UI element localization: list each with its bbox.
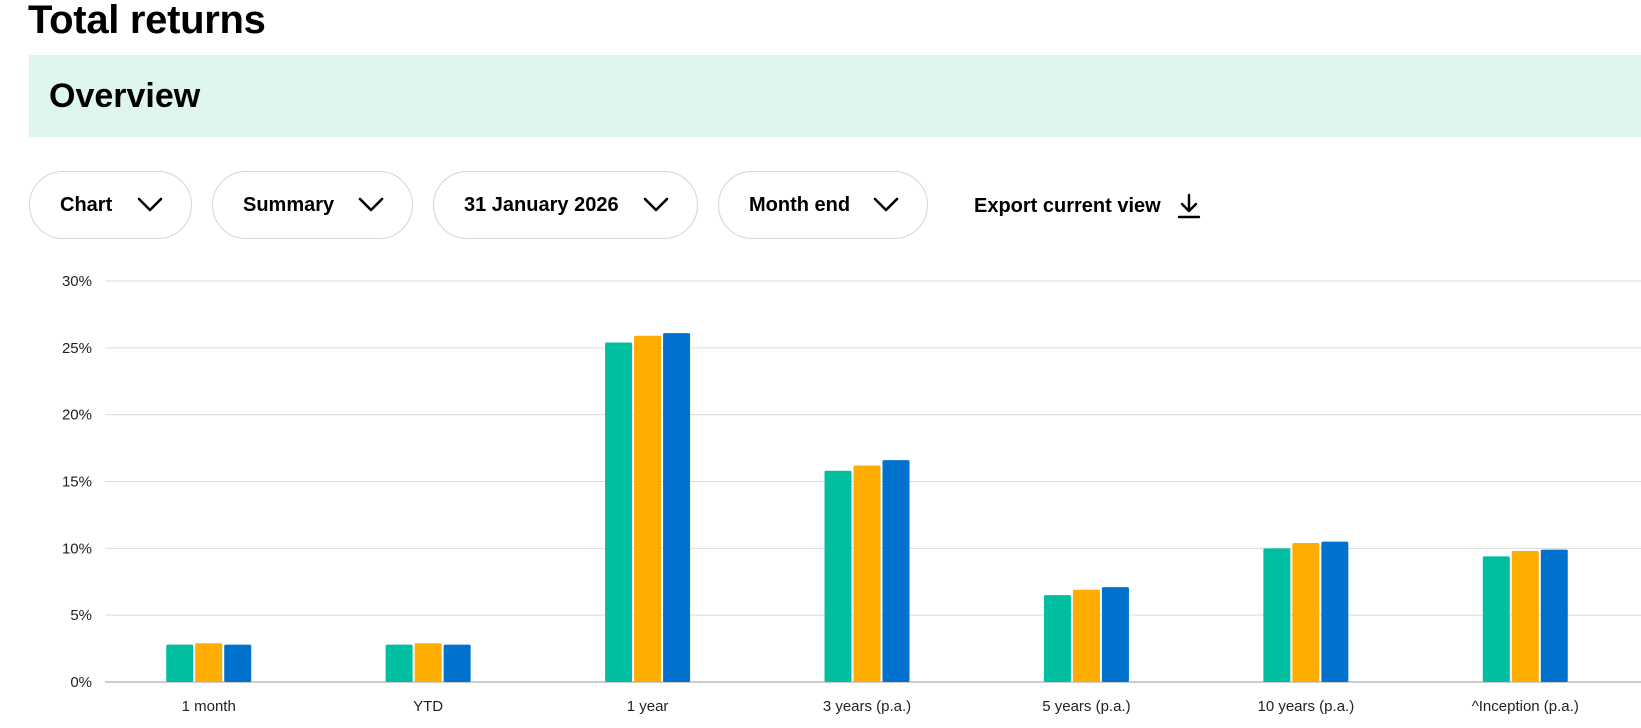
x-axis-category-labels: 1 month YTD 1 year 3 years (p.a.) 5 years (p… [182,698,1579,715]
bar-series-2-3-years-p-a[interactable] [853,465,881,682]
bar-series-2-10-years-p-a[interactable] [1292,542,1320,682]
bar-series-3-1-month[interactable] [224,644,252,682]
x-tick-label: 10 years (p.a.) [1257,698,1354,715]
page-title: Total returns [28,0,266,42]
date-value: 31 January 2026 [464,193,619,216]
bar-series-3-inception-p-a[interactable] [1540,549,1568,682]
x-tick-label: ^Inception (p.a.) [1472,698,1579,715]
y-tick-label: 30% [62,273,92,290]
bar-series-2-5-years-p-a[interactable] [1072,589,1100,682]
y-tick-label: 5% [70,607,92,624]
y-tick-label: 0% [70,674,92,691]
overview-section-header: Overview [29,55,1641,137]
view-type-dropdown[interactable]: Chart [29,171,192,239]
bar-series-2-1-month[interactable] [195,643,223,682]
x-tick-label: 5 years (p.a.) [1042,698,1130,715]
y-tick-label: 25% [62,340,92,357]
period-dropdown[interactable]: Month end [718,171,928,239]
bar-series-1-3-years-p-a[interactable] [824,470,852,682]
export-label: Export current view [974,194,1161,217]
y-axis-tick-labels: 0% 5% 10% 15% 20% 25% 30% [62,273,92,691]
bar-series-1-inception-p-a[interactable] [1482,556,1510,682]
total-returns-bar-chart: 0% 5% 10% 15% 20% 25% 30% 1 month YTD 1 year 3 ye… [62,273,1641,715]
chevron-down-icon [873,197,899,212]
bar-series-2-1-year[interactable] [634,335,662,682]
chevron-down-icon [358,197,384,212]
x-tick-label: 1 year [627,698,669,715]
bar-series-1-ytd[interactable] [385,644,413,682]
period-value: Month end [749,193,851,216]
view-type-value: Chart [60,193,113,216]
download-icon [1177,193,1200,219]
bar-series-2-ytd[interactable] [414,643,442,682]
bar-series-3-5-years-p-a[interactable] [1101,587,1129,682]
chart-bars [166,333,1568,682]
bar-series-1-1-month[interactable] [166,644,194,682]
x-tick-label: 3 years (p.a.) [823,698,911,715]
chevron-down-icon [137,197,163,212]
mode-dropdown[interactable]: Summary [212,171,413,239]
export-current-view-button[interactable]: Export current view [974,190,1201,222]
bar-series-3-3-years-p-a[interactable] [882,460,910,682]
mode-value: Summary [243,193,335,216]
bar-series-1-5-years-p-a[interactable] [1043,595,1071,682]
x-tick-label: 1 month [182,698,236,715]
overview-title: Overview [49,77,201,115]
bar-series-3-ytd[interactable] [443,644,471,682]
chevron-down-icon [643,197,669,212]
y-tick-label: 15% [62,474,92,491]
date-dropdown[interactable]: 31 January 2026 [433,171,698,239]
bar-series-1-10-years-p-a[interactable] [1263,548,1291,682]
x-tick-label: YTD [413,698,443,715]
bar-series-1-1-year[interactable] [605,342,633,682]
y-tick-label: 20% [62,407,92,424]
bar-series-3-10-years-p-a[interactable] [1321,541,1349,682]
bar-series-3-1-year[interactable] [663,333,691,682]
y-tick-label: 10% [62,540,92,557]
bar-series-2-inception-p-a[interactable] [1511,551,1539,682]
